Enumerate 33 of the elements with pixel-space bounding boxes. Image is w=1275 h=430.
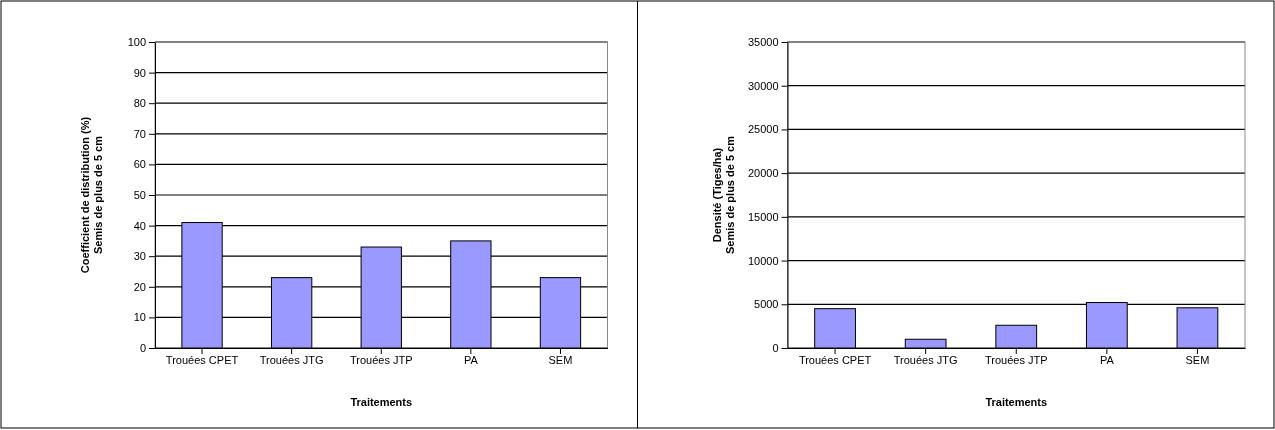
y-tick-label: 100 bbox=[127, 36, 146, 49]
y-tick-label: 10000 bbox=[747, 254, 779, 267]
x-tick-label: Trouées JTP bbox=[984, 354, 1048, 366]
y-tick-label: 90 bbox=[133, 66, 146, 79]
y-tick-label: 50 bbox=[133, 189, 146, 202]
y-tick-label: 35000 bbox=[747, 36, 779, 49]
x-tick-label: Trouées CPET bbox=[165, 354, 239, 366]
y-tick-label: 20 bbox=[133, 280, 146, 293]
y-axis-title: Densité (Tiges/ha) Semis de plus de 5 cm bbox=[711, 135, 736, 254]
y-axis-title: Coefficient de distribution (%) Semis de plus de 5 cm bbox=[78, 116, 104, 274]
y-tick-label: 0 bbox=[772, 342, 779, 355]
y-tick-label: 5000 bbox=[754, 298, 779, 311]
x-tick-label: PA bbox=[1099, 354, 1115, 366]
x-tick-label: Trouées JTG bbox=[259, 354, 324, 366]
y-tick-label: 30000 bbox=[747, 79, 779, 92]
y-tick-label: 15000 bbox=[747, 210, 779, 223]
x-tick-label: Trouées JTG bbox=[893, 354, 958, 366]
y-tick-label: 30 bbox=[133, 250, 146, 263]
y-tick-label: 70 bbox=[133, 127, 146, 140]
x-tick-label: Trouées CPET bbox=[798, 354, 872, 366]
x-tick-label: SEM bbox=[548, 354, 573, 366]
x-axis-title: Traitements bbox=[350, 396, 413, 408]
y-tick-label: 10 bbox=[133, 311, 146, 324]
y-tick-label: 20000 bbox=[747, 167, 779, 180]
y-tick-label: 0 bbox=[139, 342, 146, 355]
y-tick-label: 25000 bbox=[747, 123, 779, 136]
x-tick-label: PA bbox=[463, 354, 479, 366]
y-tick-label: 40 bbox=[133, 219, 146, 232]
x-tick-label: SEM bbox=[1185, 354, 1210, 366]
x-tick-label: Trouées JTP bbox=[349, 354, 413, 366]
x-axis-title: Traitements bbox=[985, 396, 1048, 408]
y-tick-label: 80 bbox=[133, 97, 146, 110]
y-tick-label: 60 bbox=[133, 158, 146, 171]
